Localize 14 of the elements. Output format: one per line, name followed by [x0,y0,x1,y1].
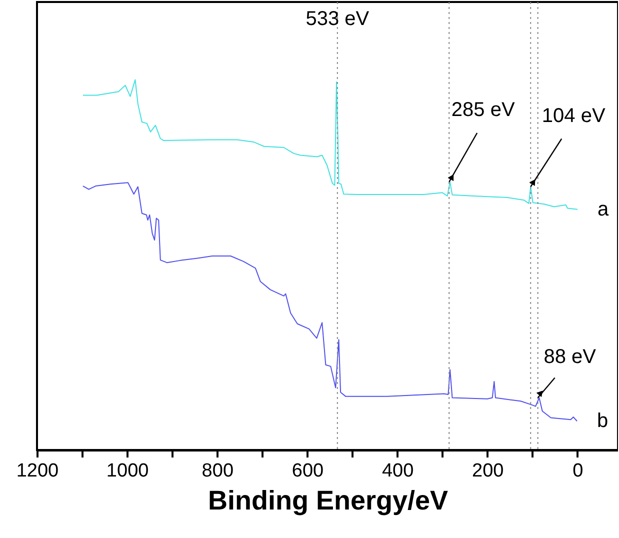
x-tick-label: 200 [472,460,504,482]
x-tick-label: 600 [292,460,324,482]
x-tick-label: 1000 [106,460,149,482]
annotation: 88 eV [544,346,597,368]
annotation: 285 eV [451,98,516,121]
x-tick-label: 400 [382,460,414,482]
x-tick-label: 800 [202,460,234,482]
ref-line-label: 533 eV [306,8,370,30]
series-label: b [597,410,608,432]
x-tick-label: 0 [572,460,584,482]
series-label: a [597,198,610,220]
x-axis-title: Binding Energy/eV [208,486,448,516]
x-tick-label: 1200 [16,460,59,482]
annotation: 104 eV [542,104,606,127]
